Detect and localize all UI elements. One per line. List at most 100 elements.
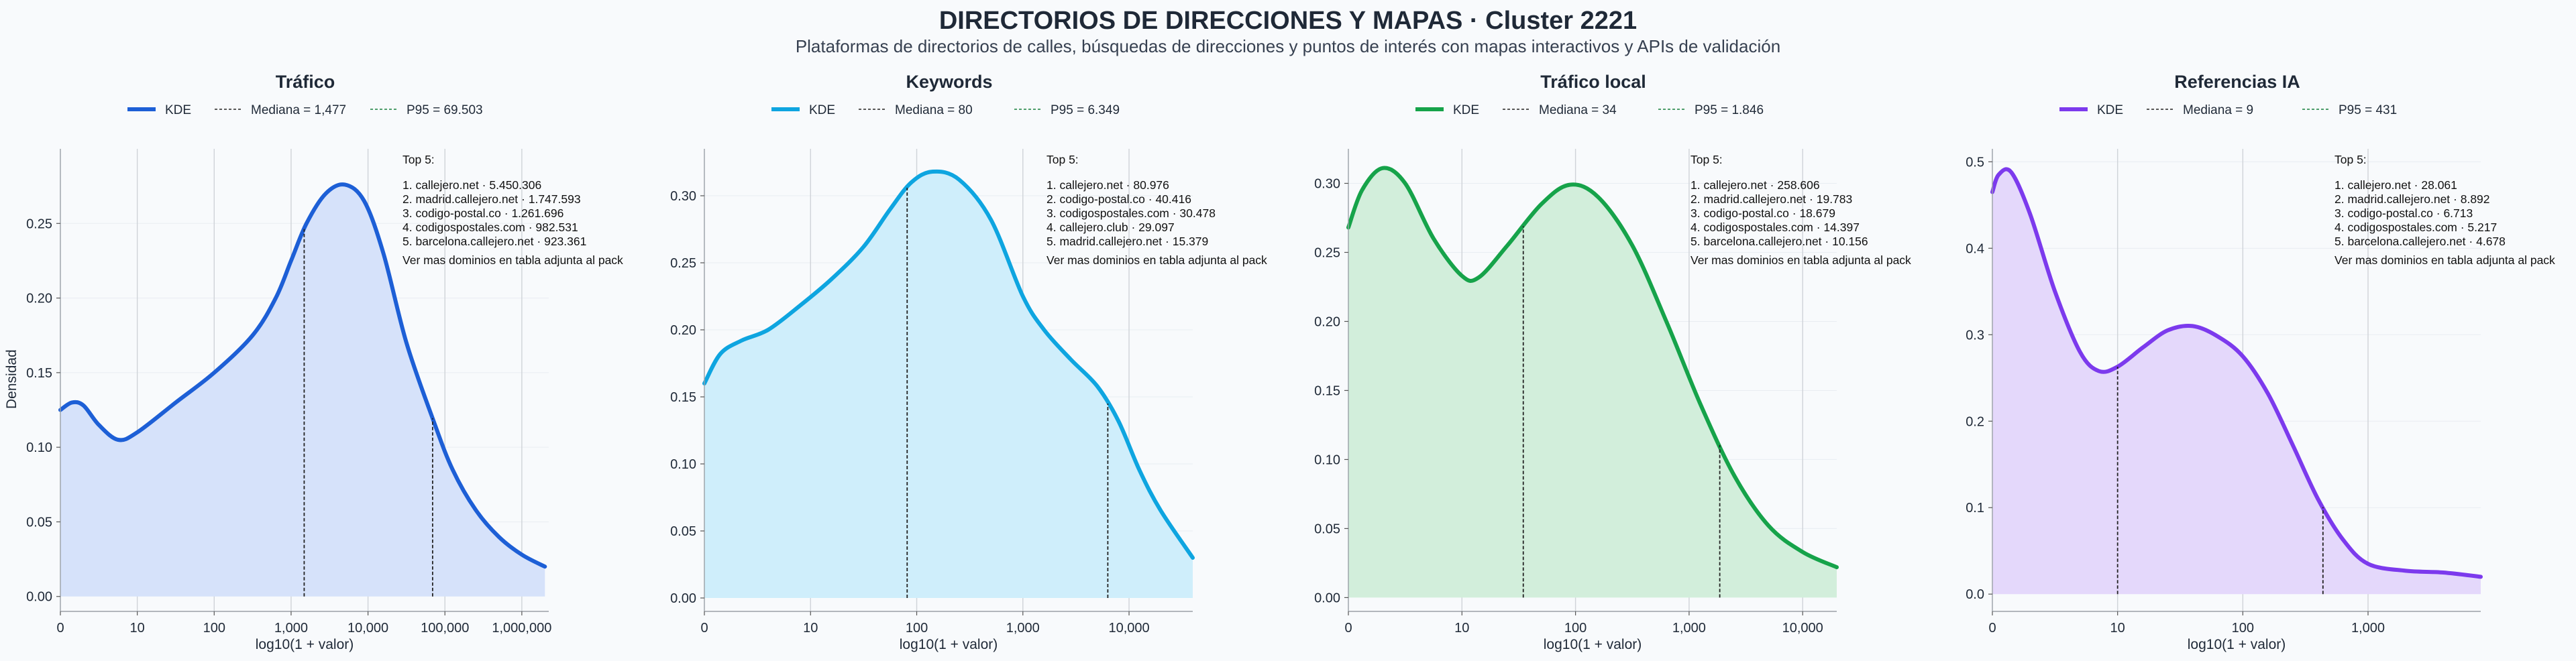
y-tick-label: 0.4 (1966, 241, 1984, 256)
x-tick-label: 1,000 (1672, 621, 1706, 636)
y-tick-label: 0.00 (26, 590, 52, 605)
y-tick-label: 0.25 (670, 256, 696, 271)
x-axis-label: log10(1 + valor) (1544, 637, 1642, 652)
x-axis-label: log10(1 + valor) (2188, 637, 2286, 652)
kde-area (60, 184, 545, 597)
x-tick-label: 100 (1564, 621, 1587, 636)
chart-keywords: Keywords KDE Mediana = 80 P95 = 6.349 0.00 0.… (670, 72, 1267, 652)
y-tick-label: 0.0 (1966, 587, 1984, 602)
y-tick-label: 0.00 (670, 591, 696, 606)
x-tick-label: 0 (1344, 621, 1352, 636)
x-tick-label: 100 (906, 621, 928, 636)
page-subtitle: Plataformas de directorios de calles, bú… (795, 36, 1781, 56)
kde-line (1990, 167, 2483, 579)
top5-heading: Top 5: (402, 153, 435, 166)
x-tick-label: 10 (1454, 621, 1469, 636)
x-tick-label: 0 (56, 621, 64, 636)
y-tick-label: 0.3 (1966, 328, 1984, 343)
y-tick-label: 0.5 (1966, 155, 1984, 170)
x-tick-label: 100,000 (421, 621, 469, 636)
legend-p95-label: P95 = 69.503 (407, 103, 483, 117)
top5-item: 1. callejero.net · 80.976 (1046, 178, 1169, 192)
top5-item: 3. codigo-postal.co · 1.261.696 (402, 206, 564, 220)
top5-item: 3. codigo-postal.co · 6.713 (2334, 206, 2473, 220)
x-tick-label: 10 (130, 621, 145, 636)
x-tick-label: 10 (2110, 621, 2125, 636)
y-tick-label: 0.05 (1314, 522, 1340, 536)
top5-item: 2. madrid.callejero.net · 1.747.593 (402, 192, 581, 206)
x-tick-label: 10,000 (1108, 621, 1149, 636)
top5-item: 3. codigo-postal.co · 18.679 (1690, 206, 1835, 220)
kde-line (1346, 166, 1839, 570)
x-tick-label: 1,000 (274, 621, 308, 636)
top5-item: 4. codigospostales.com · 5.217 (2334, 221, 2497, 234)
top5-item: 3. codigospostales.com · 30.478 (1046, 206, 1216, 220)
legend-p95-label: P95 = 1.846 (1695, 103, 1764, 117)
legend-median-label: Mediana = 1,477 (251, 103, 346, 117)
y-tick-label: 0.10 (26, 440, 52, 455)
y-tick-label: 0.25 (1314, 245, 1340, 260)
x-tick-label: 1,000 (1006, 621, 1040, 636)
top5-heading: Top 5: (1690, 153, 1723, 166)
y-tick-label: 0.20 (670, 323, 696, 338)
legend-median-label: Mediana = 80 (895, 103, 973, 117)
chart-trafico: Tráfico KDE Mediana = 1,477 P95 = 69.503 0.0… (26, 72, 623, 652)
top5-item: 1. callejero.net · 258.606 (1690, 178, 1820, 192)
kde-area (704, 171, 1193, 598)
x-tick-label: 100 (203, 621, 225, 636)
top5-item: 5. barcelona.callejero.net · 923.361 (402, 235, 586, 248)
x-tick-label: 10 (803, 621, 818, 636)
top5-note: Ver mas dominios en tabla adjunta al pac… (402, 253, 623, 267)
x-tick-label: 1,000,000 (492, 621, 551, 636)
x-tick-label: 0 (700, 621, 708, 636)
x-tick-label: 10,000 (347, 621, 388, 636)
chart-trafico-local: Tráfico local KDE Mediana = 34 P95 = 1.846 0… (1314, 72, 1911, 652)
legend-median-label: Mediana = 34 (1539, 103, 1617, 117)
top5-heading: Top 5: (1046, 153, 1079, 166)
top5-note: Ver mas dominios en tabla adjunta al pac… (1046, 253, 1267, 267)
top5-item: 5. barcelona.callejero.net · 10.156 (1690, 235, 1868, 248)
y-tick-label: 0.2 (1966, 414, 1984, 429)
legend-median-label: Mediana = 9 (2183, 103, 2253, 117)
x-axis-label: log10(1 + valor) (256, 637, 354, 652)
x-tick-label: 0 (1988, 621, 1996, 636)
top5-item: 5. barcelona.callejero.net · 4.678 (2334, 235, 2506, 248)
x-tick-label: 100 (2232, 621, 2254, 636)
y-tick-label: 0.10 (1314, 453, 1340, 467)
y-tick-label: 0.10 (670, 457, 696, 472)
x-tick-label: 1,000 (2351, 621, 2385, 636)
kde-area (1992, 169, 2481, 595)
legend-p95-label: P95 = 431 (2339, 103, 2397, 117)
top5-note: Ver mas dominios en tabla adjunta al pac… (1690, 253, 1911, 267)
y-tick-label: 0.25 (26, 217, 52, 231)
y-tick-label: 0.05 (26, 515, 52, 530)
top5-item: 4. codigospostales.com · 14.397 (1690, 221, 1860, 234)
kde-line (702, 169, 1195, 560)
x-axis-label: log10(1 + valor) (900, 637, 998, 652)
chart-title: Referencias IA (2174, 72, 2300, 92)
y-tick-label: 0.15 (1314, 383, 1340, 398)
chart-title: Tráfico (276, 72, 335, 92)
top5-note: Ver mas dominios en tabla adjunta al pac… (2334, 253, 2555, 267)
legend-kde-label: KDE (165, 103, 191, 117)
y-tick-label: 0.20 (1314, 314, 1340, 329)
y-tick-label: 0.30 (1314, 176, 1340, 191)
chart-title: Tráfico local (1540, 72, 1646, 92)
legend-kde-label: KDE (809, 103, 835, 117)
legend: KDE Mediana = 1,477 P95 = 69.503 (127, 103, 483, 117)
legend: KDE Mediana = 80 P95 = 6.349 (771, 103, 1120, 117)
y-tick-label: 0.30 (670, 189, 696, 204)
top5-item: 2. madrid.callejero.net · 19.783 (1690, 192, 1852, 206)
legend: KDE Mediana = 34 P95 = 1.846 (1415, 103, 1764, 117)
y-tick-label: 0.15 (26, 366, 52, 381)
legend-p95-label: P95 = 6.349 (1051, 103, 1120, 117)
y-tick-label: 0.15 (670, 390, 696, 405)
top5-item: 2. codigo-postal.co · 40.416 (1046, 192, 1191, 206)
legend-kde-label: KDE (2097, 103, 2123, 117)
top5-item: 4. codigospostales.com · 982.531 (402, 221, 578, 234)
y-tick-label: 0.00 (1314, 591, 1340, 605)
